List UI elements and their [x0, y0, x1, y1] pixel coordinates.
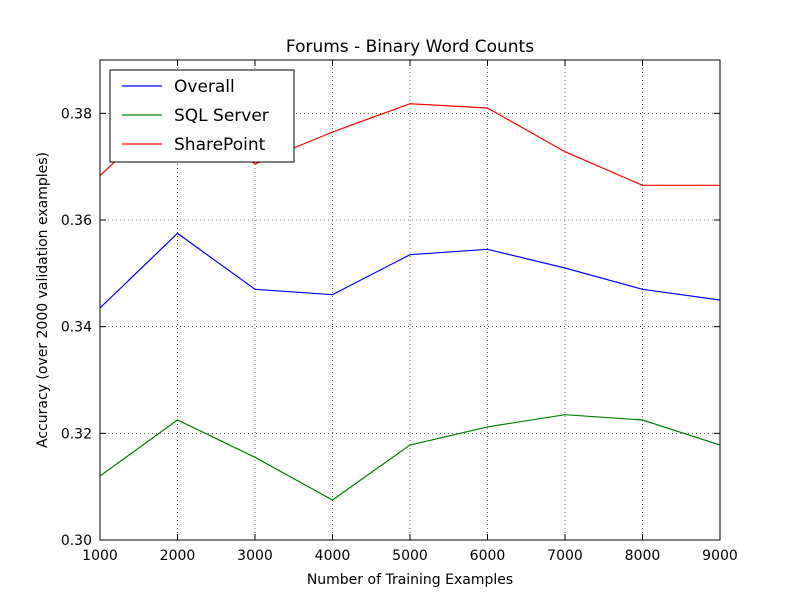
x-tick-label: 7000: [547, 548, 583, 564]
axis-ticks: [99, 60, 721, 541]
chart-title: Forums - Binary Word Counts: [286, 37, 534, 57]
series-line-sql-server: [100, 414, 720, 501]
y-tick-label: 0.34: [61, 320, 92, 336]
x-tick-label: 6000: [470, 548, 506, 564]
x-tick-label: 2000: [160, 548, 196, 564]
series-line-overall: [100, 232, 720, 309]
x-tick-label: 9000: [702, 548, 738, 564]
x-tick-label: 3000: [237, 548, 273, 564]
y-tick-label: 0.30: [61, 533, 92, 549]
legend-label-overall: Overall: [174, 77, 235, 97]
legend-label-sharepoint: SharePoint: [174, 135, 266, 155]
x-tick-label: 8000: [625, 548, 661, 564]
y-tick-label: 0.38: [61, 106, 92, 122]
x-tick-label: 1000: [82, 548, 118, 564]
legend: Overall SQL Server SharePoint: [109, 69, 295, 163]
x-tick-label: 5000: [392, 548, 428, 564]
y-tick-label: 0.32: [61, 426, 92, 442]
y-axis-title: Accuracy (over 2000 validation examples): [35, 152, 51, 448]
x-tick-label: 4000: [315, 548, 351, 564]
y-tick-label: 0.36: [61, 213, 92, 229]
legend-label-sql-server: SQL Server: [174, 106, 269, 126]
x-axis-title: Number of Training Examples: [307, 572, 513, 588]
legend-box: [109, 69, 295, 163]
tick-labels: 1000 2000 3000 4000 5000 6000 7000 8000 9000 0.30…: [61, 106, 738, 564]
